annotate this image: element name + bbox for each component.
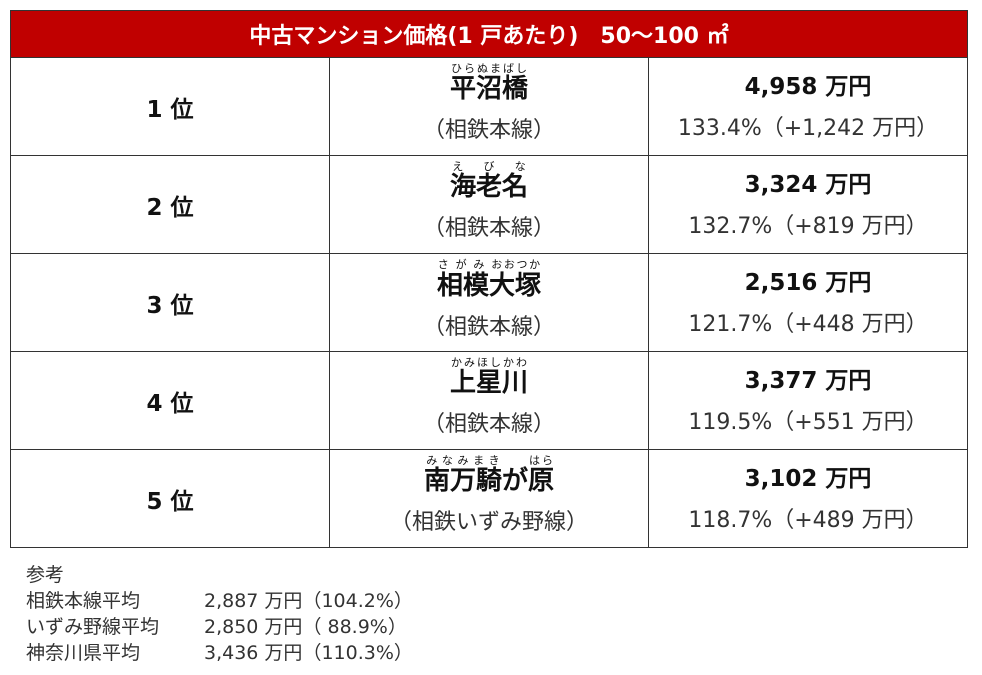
name-reading: え び な: [449, 160, 528, 173]
price-cell: 3,377 万円 119.5%（+551 万円）: [648, 351, 968, 450]
note-price: 2,850 万円: [204, 616, 303, 638]
name-base: 原: [528, 466, 555, 496]
station-name: 海老名え び な: [330, 160, 648, 209]
note-row: 神奈川県平均 3,436 万円（110.3%）: [26, 640, 413, 666]
note-label: いずみ野線平均: [26, 616, 160, 638]
rank: 5 位: [10, 449, 330, 548]
change: 132.7%（+819 万円）: [688, 213, 928, 239]
name-base: 南万騎: [423, 466, 502, 496]
table-row: 2 位 海老名え び な （相鉄本線） 3,324 万円 132.7%（+819 万円）: [10, 155, 968, 254]
table-row: 4 位 上星川かみほしかわ （相鉄本線） 3,377 万円 119.5%（+551 万円…: [10, 351, 968, 450]
station-cell: 南万騎みなみまきが原はら （相鉄いずみ野線）: [329, 449, 649, 548]
station-cell: 上星川かみほしかわ （相鉄本線）: [329, 351, 649, 450]
note-row: いずみ野線平均 2,850 万円（ 88.9%）: [26, 614, 413, 640]
rank: 4 位: [10, 351, 330, 450]
name-part: 上星川かみほしかわ: [449, 356, 528, 398]
name-part: 相模大塚さ が み おおつか: [436, 258, 541, 301]
notes-heading: 参考: [26, 564, 65, 586]
price: 4,958 万円: [744, 73, 872, 100]
name-base: 海老名: [449, 172, 528, 202]
price: 3,102 万円: [744, 465, 872, 492]
line-name: （相鉄本線）: [422, 216, 555, 241]
note-pct: （110.3%）: [302, 642, 413, 664]
notes: 参考 相鉄本線平均 2,887 万円（104.2%） いずみ野線平均 2,850 万円…: [26, 562, 413, 666]
name-reading: さ が み おおつか: [436, 257, 541, 271]
line-name: （相鉄いずみ野線）: [389, 510, 588, 535]
note-price: 3,436 万円: [204, 642, 303, 664]
price-table: 中古マンション価格(1 戸あたり) 50～100 ㎡ 1 位 平沼橋ひらぬまばし （…: [10, 10, 968, 548]
name-part: が: [501, 466, 528, 496]
name-reading: はら: [528, 454, 555, 467]
table-row: 5 位南万騎みなみまきが原はら （相鉄いずみ野線） 3,102 万円 118.7%（+…: [10, 449, 968, 548]
header-row: 中古マンション価格(1 戸あたり) 50～100 ㎡: [10, 10, 968, 58]
name-base: 平沼橋: [449, 74, 528, 104]
price: 3,324 万円: [744, 171, 872, 198]
name-part: 海老名え び な: [449, 160, 528, 202]
price-cell: 2,516 万円 121.7%（+448 万円）: [648, 253, 968, 352]
name-part: 原はら: [528, 454, 555, 496]
change: 118.7%（+489 万円）: [688, 507, 928, 533]
note-pct: （ 88.9%）: [302, 616, 407, 638]
price-cell: 3,324 万円 132.7%（+819 万円）: [648, 155, 968, 254]
station-name: 平沼橋ひらぬまばし: [330, 62, 648, 111]
price-cell: 3,102 万円 118.7%（+489 万円）: [648, 449, 968, 548]
station-name: 上星川かみほしかわ: [330, 356, 648, 405]
line-name: （相鉄本線）: [422, 314, 555, 340]
station-name: 相模大塚さ が み おおつか: [330, 258, 648, 308]
change: 119.5%（+551 万円）: [688, 409, 928, 435]
name-reading: みなみまき: [423, 454, 502, 467]
change: 133.4%（+1,242 万円）: [677, 115, 939, 141]
table-body: 1 位 平沼橋ひらぬまばし （相鉄本線） 4,958 万円 133.4%（+1,242 …: [10, 57, 968, 548]
price: 2,516 万円: [744, 269, 872, 296]
table-row: 1 位 平沼橋ひらぬまばし （相鉄本線） 4,958 万円 133.4%（+1,242 …: [10, 57, 968, 156]
price-cell: 4,958 万円 133.4%（+1,242 万円）: [648, 57, 968, 156]
note-row: 相鉄本線平均 2,887 万円（104.2%）: [26, 588, 413, 614]
name-base: 相模大塚: [436, 270, 541, 301]
station-cell: 相模大塚さ が み おおつか （相鉄本線）: [329, 253, 649, 352]
table-row: 3 位 相模大塚さ が み おおつか （相鉄本線） 2,516 万円 121.7%（+4…: [10, 253, 968, 352]
station-cell: 海老名え び な （相鉄本線）: [329, 155, 649, 254]
rank: 1 位: [10, 57, 330, 156]
rank: 2 位: [10, 155, 330, 254]
station-cell: 平沼橋ひらぬまばし （相鉄本線）: [329, 57, 649, 156]
note-pct: （104.2%）: [302, 590, 413, 612]
name-reading: ひらぬまばし: [449, 62, 528, 75]
note-label: 神奈川県平均: [26, 642, 141, 664]
name-reading: かみほしかわ: [449, 356, 528, 369]
rank: 3 位: [10, 253, 330, 352]
line-name: （相鉄本線）: [422, 118, 555, 143]
name-base: 上星川: [449, 368, 528, 398]
price: 3,377 万円: [744, 367, 872, 394]
note-label: 相鉄本線平均: [26, 590, 141, 612]
change: 121.7%（+448 万円）: [688, 311, 928, 337]
note-price: 2,887 万円: [204, 590, 303, 612]
station-name: 南万騎みなみまきが原はら: [330, 454, 648, 503]
name-part: 平沼橋ひらぬまばし: [449, 62, 528, 104]
line-name: （相鉄本線）: [422, 412, 555, 437]
name-part: 南万騎みなみまき: [423, 454, 502, 496]
table-title: 中古マンション価格(1 戸あたり) 50～100 ㎡: [10, 10, 968, 58]
